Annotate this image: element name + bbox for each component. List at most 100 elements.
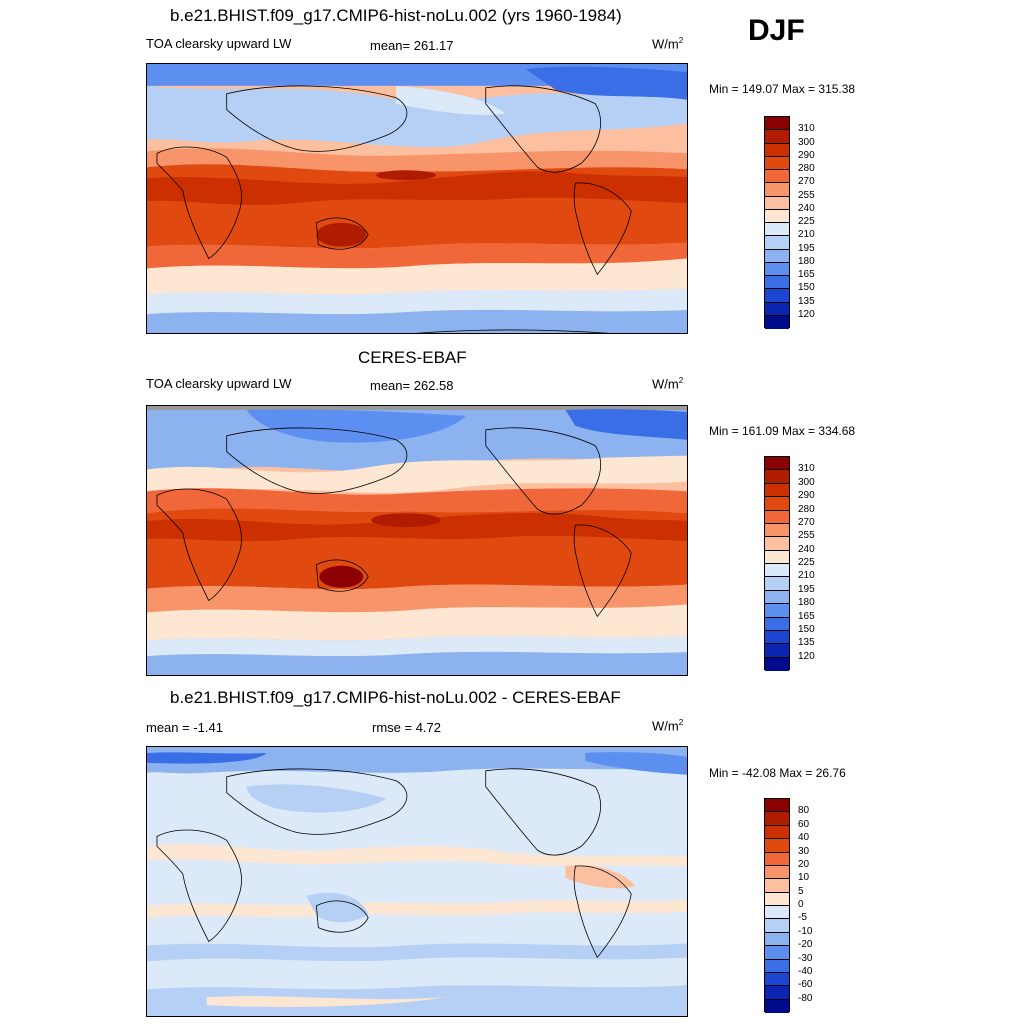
panel-3-rmse-label: rmse = 4.72 <box>372 720 442 735</box>
panel-3-units-label: W/m2 <box>652 718 684 734</box>
colorbar-tick-label: 195 <box>798 242 815 254</box>
colorbar-tick-label: 300 <box>798 476 815 488</box>
panel-2-map <box>146 405 688 676</box>
colorbar-tick-label: 60 <box>798 818 810 830</box>
colorbar-swatch <box>765 630 789 645</box>
colorbar-tick-label: 150 <box>798 282 815 294</box>
colorbar-swatch <box>765 839 789 853</box>
colorbar-tick-label: 135 <box>798 295 815 307</box>
colorbar-tick-label: 240 <box>798 202 815 214</box>
colorbar-swatch <box>765 617 789 631</box>
colorbar-swatch <box>765 276 789 290</box>
panel-2-mean-label: mean= 262.58 <box>370 378 454 393</box>
panel-1-units-label: W/m2 <box>652 36 684 52</box>
colorbar-swatch <box>765 865 789 880</box>
colorbar-swatch <box>765 972 789 987</box>
colorbar-swatch <box>765 812 789 826</box>
colorbar-tick-label: 150 <box>798 623 815 635</box>
panel-3-map <box>146 746 688 1017</box>
world-map-contour-icon <box>147 64 687 333</box>
panel-2-variable-label: TOA clearsky upward LW <box>146 376 292 391</box>
colorbar-tick-label: -20 <box>798 939 813 951</box>
colorbar-swatch <box>765 590 789 605</box>
colorbar-tick-label: 270 <box>798 176 815 188</box>
colorbar-tick-label: -40 <box>798 965 813 977</box>
colorbar-tick-label: 290 <box>798 490 815 502</box>
colorbar-swatch <box>765 117 789 131</box>
colorbar-swatch <box>765 262 789 276</box>
colorbar-swatch <box>765 196 789 210</box>
colorbar-tick-label: 180 <box>798 597 815 609</box>
colorbar-swatch <box>765 644 789 658</box>
colorbar-swatch <box>765 999 789 1013</box>
colorbar-tick-label: -5 <box>798 912 807 924</box>
colorbar-tick-label: 255 <box>798 189 815 201</box>
colorbar-swatch <box>765 209 789 223</box>
colorbar-swatch <box>765 550 789 564</box>
colorbar-swatch <box>765 510 789 524</box>
colorbar-tick-label: 165 <box>798 610 815 622</box>
colorbar-swatch <box>765 302 789 316</box>
panel-1-title: b.e21.BHIST.f09_g17.CMIP6-hist-noLu.002 … <box>170 6 622 25</box>
colorbar-tick-label: 280 <box>798 503 815 515</box>
colorbar-tick-label: 255 <box>798 530 815 542</box>
panel-1-mean-label: mean= 261.17 <box>370 38 454 53</box>
colorbar-tick-label: 30 <box>798 845 810 857</box>
colorbar-tick-label: 80 <box>798 805 810 817</box>
panel-2-units-label: W/m2 <box>652 376 684 392</box>
colorbar-tick-label: 165 <box>798 269 815 280</box>
colorbar-swatch <box>765 223 789 237</box>
colorbar-swatch <box>765 289 789 303</box>
panel-2-title: CERES-EBAF <box>358 348 467 367</box>
colorbar-tick-label: 135 <box>798 637 815 649</box>
colorbar-swatch <box>765 156 789 170</box>
colorbar-swatch <box>765 799 789 813</box>
colorbar-tick-label: 225 <box>798 557 815 568</box>
panel-2-colorbar <box>764 456 790 671</box>
colorbar-tick-label: 210 <box>798 229 815 241</box>
colorbar-swatch <box>765 919 789 933</box>
colorbar-tick-label: 120 <box>798 650 815 662</box>
colorbar-tick-label: 120 <box>798 308 815 320</box>
panel-3-colorbar <box>764 798 790 1013</box>
colorbar-swatch <box>765 959 789 973</box>
world-map-contour-icon <box>147 747 687 1016</box>
colorbar-swatch <box>765 537 789 551</box>
colorbar-swatch <box>765 249 789 263</box>
colorbar-swatch <box>765 236 789 250</box>
colorbar-swatch <box>765 932 789 947</box>
colorbar-tick-label: 310 <box>798 123 815 135</box>
panel-3-minmax: Min = -42.08 Max = 26.76 <box>709 766 846 780</box>
colorbar-swatch <box>765 946 789 960</box>
colorbar-swatch <box>765 577 789 591</box>
colorbar-tick-label: 0 <box>798 899 804 910</box>
colorbar-tick-label: -10 <box>798 925 813 937</box>
colorbar-swatch <box>765 906 789 920</box>
colorbar-swatch <box>765 825 789 840</box>
colorbar-swatch <box>765 183 789 197</box>
colorbar-tick-label: 290 <box>798 149 815 161</box>
colorbar-swatch <box>765 143 789 157</box>
colorbar-tick-label: -60 <box>798 979 813 991</box>
colorbar-tick-label: 210 <box>798 570 815 582</box>
colorbar-tick-label: 310 <box>798 463 815 475</box>
colorbar-swatch <box>765 523 789 538</box>
colorbar-tick-label: -80 <box>798 992 813 1004</box>
colorbar-tick-label: 195 <box>798 583 815 595</box>
colorbar-swatch <box>765 604 789 618</box>
colorbar-tick-label: 180 <box>798 255 815 267</box>
panel-2-minmax: Min = 161.09 Max = 334.68 <box>709 424 856 438</box>
panel-1-variable-label: TOA clearsky upward LW <box>146 36 292 51</box>
colorbar-swatch <box>765 657 789 671</box>
colorbar-swatch <box>765 130 789 144</box>
colorbar-tick-label: 40 <box>798 832 810 844</box>
colorbar-tick-label: 240 <box>798 543 815 555</box>
panel-1-colorbar <box>764 116 790 329</box>
colorbar-tick-label: 280 <box>798 163 815 174</box>
colorbar-swatch <box>765 483 789 498</box>
colorbar-swatch <box>765 986 789 1000</box>
season-label: DJF <box>748 14 805 47</box>
colorbar-tick-label: 270 <box>798 516 815 528</box>
panel-1-map <box>146 63 688 334</box>
colorbar-swatch <box>765 564 789 578</box>
